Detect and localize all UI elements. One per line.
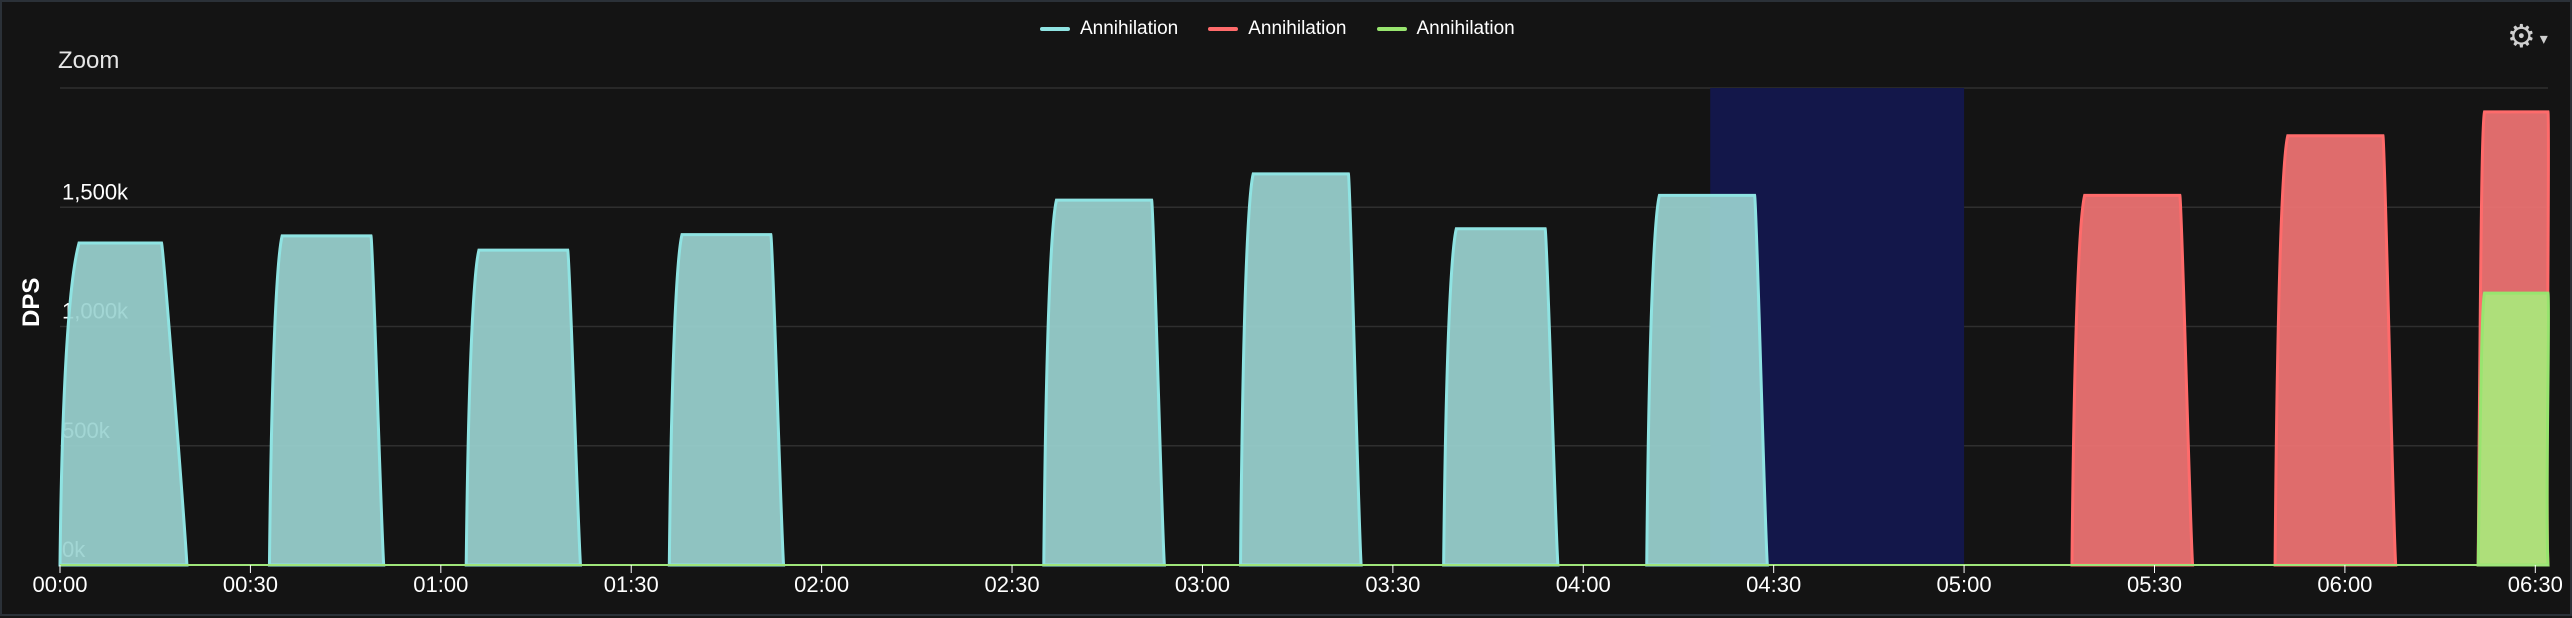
settings-menu-button[interactable]: ⚙ ▾ [2507,20,2555,52]
series-3-pulse-1 [2476,291,2550,567]
x-tick-label-1: 00:30 [223,572,278,597]
series-2-pulse-1 [2070,193,2195,567]
x-tick-label-8: 04:00 [1556,572,1611,597]
legend-item-3[interactable]: Annihilation [1376,18,1515,40]
legend-swatch-2 [1208,27,1239,31]
series-1-pulse-5 [1042,198,1166,567]
legend-label-1: Annihilation [1080,18,1179,39]
legend-item-1[interactable]: Annihilation [1040,18,1178,40]
series-1-pulse-1 [58,241,189,567]
y-axis-title: DPS [18,277,45,327]
x-tick-label-4: 02:00 [794,572,849,597]
series-2-pulse-2 [2273,134,2398,567]
series-1-pulse-4 [667,233,786,567]
x-tick-label-10: 05:00 [1937,572,1992,597]
x-tick-label-11: 05:30 [2127,572,2182,597]
caret-down-icon: ▾ [2539,29,2548,48]
legend-swatch-1 [1040,27,1070,31]
x-tick-label-3: 01:30 [604,572,659,597]
zoom-label[interactable]: Zoom [58,47,120,74]
legend-label-3: Annihilation [1416,18,1515,39]
x-tick-label-6: 03:00 [1175,572,1230,597]
series-1-pulse-2 [267,234,386,567]
x-tick-label-2: 01:00 [413,572,468,597]
series-1-pulse-3 [464,248,583,567]
legend-item-2[interactable]: Annihilation [1208,18,1347,40]
series-1-pulse-6 [1239,172,1363,567]
y-tick-label-3: 1,500k [62,179,129,204]
x-tick-label-7: 03:30 [1365,572,1420,597]
x-tick-label-0: 00:00 [32,572,87,597]
x-tick-label-13: 06:30 [2508,572,2563,597]
legend: Annihilation Annihilation Annihilation [1040,18,1515,40]
series-1-pulse-7 [1442,227,1560,567]
x-tick-label-12: 06:00 [2317,572,2372,597]
x-tick-label-9: 04:30 [1746,572,1801,597]
series-1-pulse-8 [1645,193,1769,567]
legend-swatch-3 [1376,27,1407,31]
x-tick-label-5: 02:30 [985,572,1040,597]
gear-icon: ⚙ [2507,17,2536,55]
legend-label-2: Annihilation [1248,18,1347,39]
